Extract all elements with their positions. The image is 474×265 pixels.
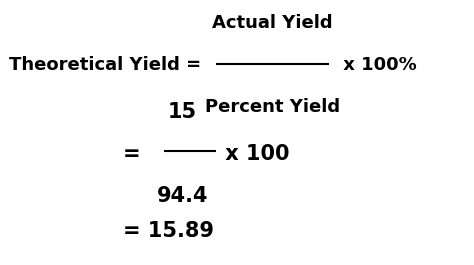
Text: 94.4: 94.4 xyxy=(157,186,208,205)
Text: =: = xyxy=(123,144,155,164)
Text: x 100: x 100 xyxy=(218,144,290,164)
Text: Theoretical Yield =: Theoretical Yield = xyxy=(9,56,208,74)
Text: x 100%: x 100% xyxy=(337,56,416,74)
Text: = 15.89: = 15.89 xyxy=(123,220,214,241)
Text: Percent Yield: Percent Yield xyxy=(205,98,340,116)
Text: Actual Yield: Actual Yield xyxy=(212,14,333,32)
Text: 15: 15 xyxy=(168,102,197,122)
